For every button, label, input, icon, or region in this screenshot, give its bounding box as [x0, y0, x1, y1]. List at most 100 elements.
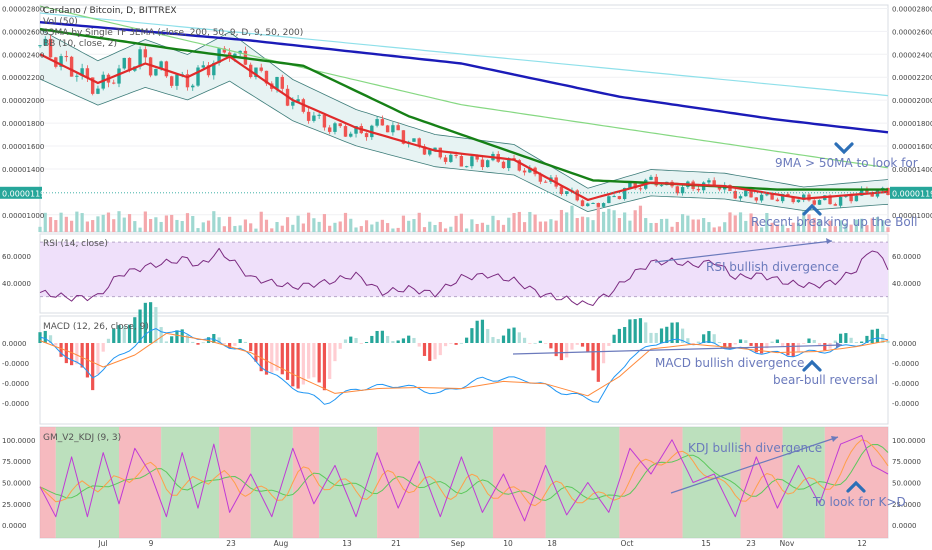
- candle-body: [296, 99, 300, 102]
- macd-histogram-bar: [106, 338, 111, 343]
- candle-body: [749, 190, 753, 198]
- macd-histogram-bar: [849, 337, 853, 343]
- macd-histogram-bar: [386, 335, 390, 343]
- kdj-background-bull: [55, 427, 120, 538]
- macd-histogram-bar: [686, 338, 690, 343]
- kdj-tick-left: 100.0000: [2, 437, 35, 445]
- volume-bar: [544, 221, 548, 232]
- candle-body: [607, 196, 611, 204]
- macd-pane[interactable]: [38, 302, 890, 405]
- kdj-tick-right: 100.0000: [892, 437, 925, 445]
- candle-body: [169, 76, 174, 86]
- macd-histogram-bar: [185, 334, 190, 343]
- macd-histogram-bar: [486, 328, 490, 343]
- volume-bar: [570, 205, 574, 232]
- volume-bar: [364, 220, 369, 232]
- candle-body: [638, 188, 643, 190]
- candle-body: [659, 185, 664, 187]
- volume-bar: [54, 220, 58, 232]
- candle-body: [543, 181, 548, 183]
- volume-bar: [575, 218, 579, 232]
- volume-bar: [770, 222, 774, 232]
- x-tick-label: 13: [342, 539, 352, 548]
- ma-light-blue-line: [39, 12, 889, 97]
- macd-histogram-bar: [343, 339, 348, 343]
- macd-histogram-bar: [670, 322, 674, 343]
- volume-bar: [744, 220, 748, 232]
- volume-bar: [270, 228, 274, 232]
- macd-histogram-bar: [454, 343, 458, 345]
- candle-body: [649, 176, 653, 180]
- candle-body: [501, 161, 506, 169]
- candle-body: [712, 180, 716, 186]
- macd-histogram-bar: [301, 343, 305, 385]
- macd-histogram-bar: [380, 330, 384, 343]
- macd-histogram-bar: [196, 343, 200, 345]
- price-tick-left: 0.00001800: [2, 120, 44, 128]
- macd-histogram-bar: [322, 343, 327, 391]
- kdj-label: GM_V2_KDJ (9, 3): [43, 433, 121, 443]
- kdj-background-bull: [419, 427, 493, 538]
- volume-bar: [628, 220, 632, 232]
- macd-histogram-bar: [149, 302, 153, 343]
- candle-body: [275, 76, 279, 89]
- kdj-pane[interactable]: [39, 427, 889, 538]
- candle-body: [206, 65, 211, 76]
- chart-title: Cardano / Bitcoin, D, BITTREX: [43, 6, 177, 16]
- x-tick-label: 23: [226, 539, 236, 548]
- candle-body: [343, 126, 348, 137]
- price-tick-left: 0.00002200: [2, 74, 44, 82]
- price-tick-left: 0.00002400: [2, 51, 44, 59]
- candle-body: [507, 158, 511, 169]
- volume-bar: [538, 221, 542, 232]
- volume-bar: [117, 211, 121, 232]
- annotation-kdj-divergence: KDJ bullish divergence: [688, 441, 822, 455]
- macd-histogram-bar: [607, 343, 611, 346]
- price-tick-left: 0.00002600: [2, 28, 44, 36]
- macd-histogram-bar: [291, 343, 295, 387]
- volume-bar: [180, 221, 184, 232]
- candle-body: [707, 180, 711, 183]
- candle-body: [159, 61, 163, 70]
- volume-bar: [291, 224, 295, 232]
- candle-body: [154, 69, 158, 76]
- volume-bar: [349, 218, 353, 232]
- macd-histogram-bar: [222, 343, 226, 345]
- candle-body: [680, 187, 685, 194]
- candle-body: [333, 123, 337, 132]
- macd-histogram-bar: [285, 343, 290, 380]
- macd-histogram-bar: [191, 341, 195, 343]
- macd-histogram-bar: [333, 343, 337, 362]
- macd-histogram-bar: [507, 328, 511, 343]
- x-tick-label: Sep: [451, 539, 465, 548]
- volume-bar: [849, 224, 853, 232]
- macd-histogram-bar: [407, 335, 411, 343]
- macd-histogram-bar: [307, 343, 311, 379]
- signal-line: [39, 332, 889, 397]
- candle-body: [654, 176, 658, 186]
- volume-bar: [233, 225, 237, 232]
- annotation-reversal: bear-bull reversal: [773, 373, 878, 387]
- macd-histogram-bar: [702, 334, 706, 343]
- x-tick-label: Jul: [97, 539, 107, 548]
- candle-body: [164, 61, 169, 77]
- macd-histogram-bar: [865, 335, 869, 343]
- macd-histogram-bar: [654, 332, 658, 343]
- volume-bar: [301, 223, 305, 232]
- candle-body: [559, 186, 564, 194]
- macd-histogram-bar: [396, 340, 400, 343]
- volume-bar: [486, 224, 490, 232]
- price-pane[interactable]: 0.00001192 0.00001192: [0, 5, 932, 232]
- volume-bar: [865, 225, 869, 232]
- volume-bar: [612, 210, 616, 232]
- macd-histogram-bar: [127, 324, 132, 343]
- candle-body: [591, 202, 595, 204]
- volume-bar: [475, 223, 479, 232]
- volume-bar: [296, 215, 300, 232]
- candle-body: [96, 88, 100, 94]
- price-tick-left: 0.00001000: [2, 212, 44, 220]
- macd-histogram-bar: [138, 309, 142, 343]
- volume-bar: [249, 223, 253, 232]
- macd-histogram-bar: [738, 339, 743, 343]
